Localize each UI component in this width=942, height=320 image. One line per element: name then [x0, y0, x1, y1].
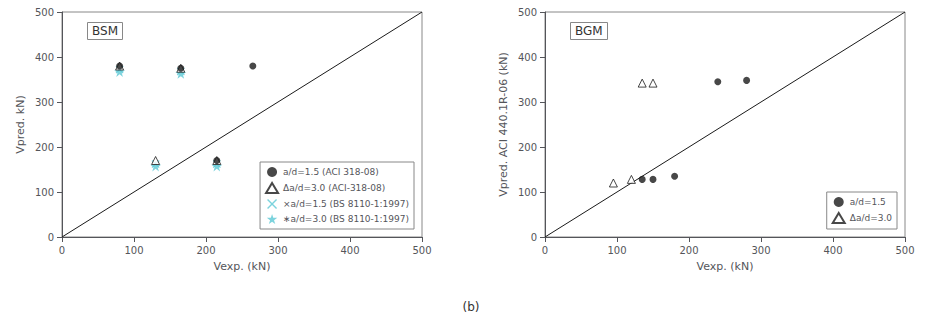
svg-text:0: 0 [531, 232, 537, 243]
svg-text:100: 100 [518, 187, 537, 198]
svg-text:300: 300 [268, 245, 287, 256]
svg-text:Vpred. ACI 440.1R-06 (kN): Vpred. ACI 440.1R-06 (kN) [497, 52, 510, 197]
svg-text:300: 300 [35, 97, 54, 108]
svg-text:∗a/d=3.0 (BS 8110-1:1997): ∗a/d=3.0 (BS 8110-1:1997) [283, 214, 409, 224]
svg-text:200: 200 [35, 142, 54, 153]
svg-text:100: 100 [124, 245, 143, 256]
svg-text:200: 200 [679, 245, 698, 256]
svg-text:300: 300 [751, 245, 770, 256]
svg-text:Δa/d=3.0: Δa/d=3.0 [850, 213, 893, 223]
svg-text:0: 0 [48, 232, 54, 243]
svg-text:300: 300 [518, 97, 537, 108]
svg-text:400: 400 [518, 52, 537, 63]
svg-text:BGM: BGM [575, 24, 603, 38]
svg-text:200: 200 [196, 245, 215, 256]
svg-text:a/d=1.5 (ACI 318-08): a/d=1.5 (ACI 318-08) [283, 167, 379, 177]
svg-text:Vpred. kN): Vpred. kN) [14, 95, 27, 153]
svg-text:400: 400 [340, 245, 359, 256]
svg-text:500: 500 [35, 7, 54, 18]
svg-text:500: 500 [895, 245, 914, 256]
svg-text:Δa/d=3.0 (ACI-318-08): Δa/d=3.0 (ACI-318-08) [283, 183, 385, 193]
svg-text:500: 500 [518, 7, 537, 18]
svg-text:100: 100 [35, 187, 54, 198]
svg-text:(b): (b) [463, 300, 480, 314]
svg-text:a/d=1.5: a/d=1.5 [850, 197, 886, 207]
svg-text:400: 400 [35, 52, 54, 63]
svg-text:100: 100 [607, 245, 626, 256]
svg-text:0: 0 [59, 245, 65, 256]
svg-text:Vexp. (kN): Vexp. (kN) [697, 260, 754, 273]
svg-text:BSM: BSM [92, 24, 118, 38]
svg-text:0: 0 [542, 245, 548, 256]
svg-text:500: 500 [412, 245, 431, 256]
svg-text:200: 200 [518, 142, 537, 153]
svg-text:×a/d=1.5 (BS 8110-1:1997): ×a/d=1.5 (BS 8110-1:1997) [283, 199, 409, 209]
svg-text:400: 400 [823, 245, 842, 256]
svg-text:Vexp. (kN): Vexp. (kN) [214, 260, 271, 273]
